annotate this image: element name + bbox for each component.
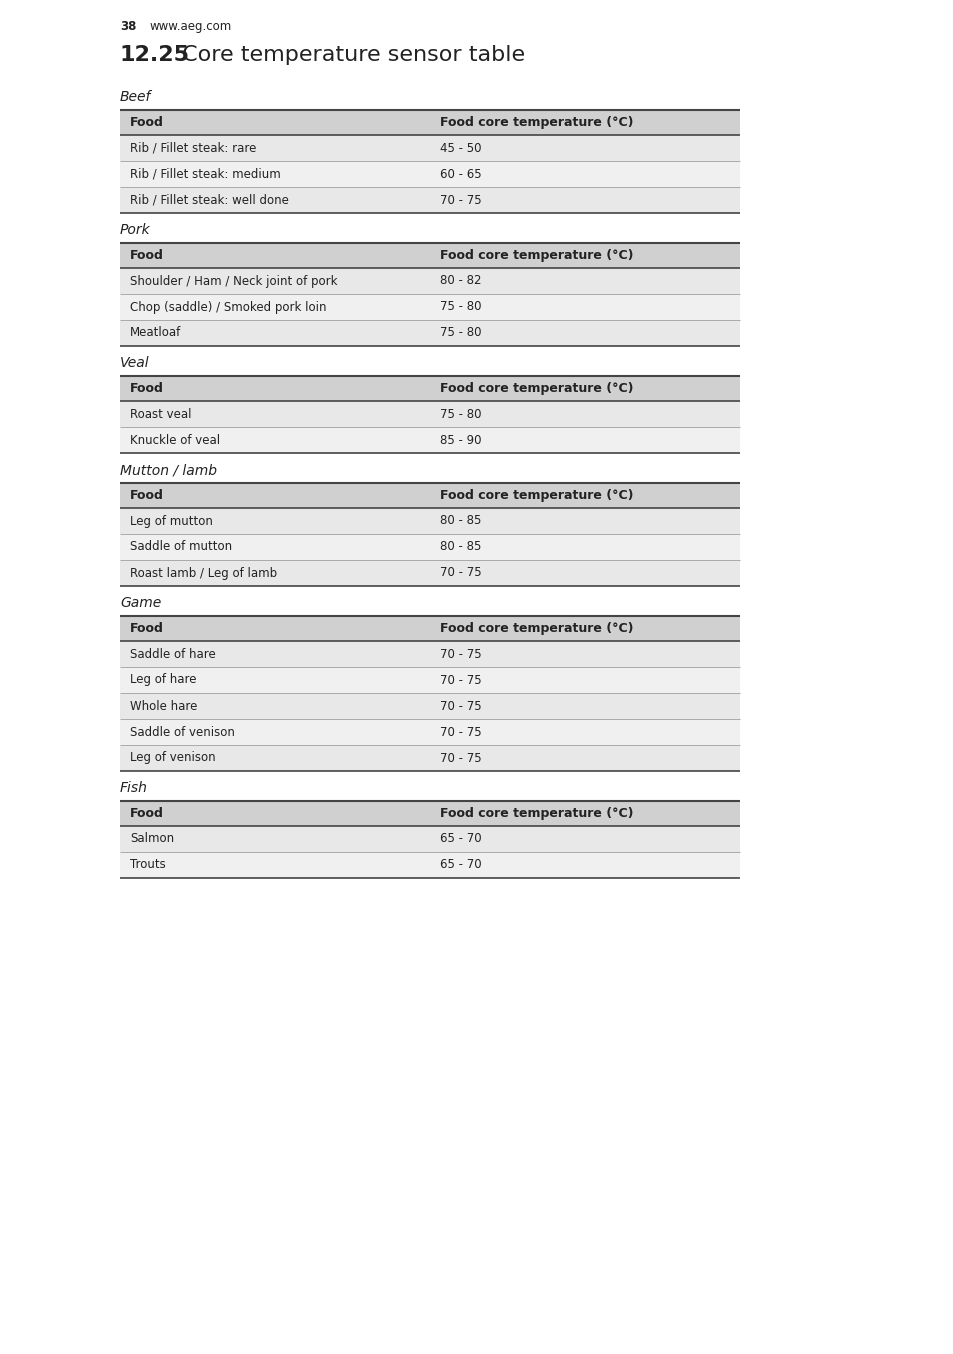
Text: 45 - 50: 45 - 50: [439, 142, 481, 154]
Text: Fish: Fish: [120, 781, 148, 795]
Text: 65 - 70: 65 - 70: [439, 833, 481, 845]
Bar: [120, 508, 740, 533]
Text: Food core temperature (°C): Food core temperature (°C): [439, 621, 633, 635]
Bar: [120, 294, 740, 320]
Text: Food: Food: [130, 807, 164, 821]
Bar: [120, 268, 740, 294]
Text: Beef: Beef: [120, 89, 152, 104]
Text: 60 - 65: 60 - 65: [439, 168, 481, 180]
Text: Leg of hare: Leg of hare: [130, 673, 196, 686]
Bar: [120, 135, 740, 161]
Bar: [120, 852, 740, 877]
Text: Food: Food: [130, 249, 164, 263]
Bar: [120, 745, 740, 770]
Text: Food core temperature (°C): Food core temperature (°C): [439, 249, 633, 263]
Bar: [120, 483, 740, 508]
Text: 80 - 85: 80 - 85: [439, 515, 481, 528]
Text: Leg of venison: Leg of venison: [130, 751, 215, 765]
Text: 70 - 75: 70 - 75: [439, 726, 481, 738]
Text: 12.25: 12.25: [120, 45, 190, 65]
Text: www.aeg.com: www.aeg.com: [150, 20, 232, 32]
Text: Trouts: Trouts: [130, 858, 166, 872]
Text: Food core temperature (°C): Food core temperature (°C): [439, 382, 633, 395]
Text: 70 - 75: 70 - 75: [439, 566, 481, 580]
Bar: [120, 719, 740, 745]
Text: Rib / Fillet steak: well done: Rib / Fillet steak: well done: [130, 194, 289, 207]
Bar: [120, 320, 740, 347]
Bar: [120, 826, 740, 852]
Text: Food: Food: [130, 489, 164, 502]
Text: 75 - 80: 75 - 80: [439, 301, 481, 314]
Text: 70 - 75: 70 - 75: [439, 194, 481, 207]
Text: Food: Food: [130, 621, 164, 635]
Text: Food core temperature (°C): Food core temperature (°C): [439, 489, 633, 502]
Text: 70 - 75: 70 - 75: [439, 751, 481, 765]
Text: Saddle of hare: Saddle of hare: [130, 647, 215, 661]
Text: Saddle of mutton: Saddle of mutton: [130, 540, 232, 554]
Bar: [120, 376, 740, 401]
Text: Chop (saddle) / Smoked pork loin: Chop (saddle) / Smoked pork loin: [130, 301, 326, 314]
Text: 38: 38: [120, 20, 136, 32]
Bar: [120, 561, 740, 586]
Bar: [120, 802, 740, 826]
Bar: [120, 533, 740, 561]
Text: 80 - 82: 80 - 82: [439, 275, 481, 287]
Text: Pork: Pork: [120, 223, 151, 237]
Text: Mutton / lamb: Mutton / lamb: [120, 463, 216, 477]
Text: Knuckle of veal: Knuckle of veal: [130, 433, 220, 447]
Text: 80 - 85: 80 - 85: [439, 540, 481, 554]
Text: Core temperature sensor table: Core temperature sensor table: [174, 45, 524, 65]
Text: Roast lamb / Leg of lamb: Roast lamb / Leg of lamb: [130, 566, 276, 580]
Text: 85 - 90: 85 - 90: [439, 433, 481, 447]
Bar: [120, 401, 740, 427]
Text: 75 - 80: 75 - 80: [439, 326, 481, 340]
Text: Food: Food: [130, 116, 164, 129]
Bar: [120, 616, 740, 640]
Text: Rib / Fillet steak: medium: Rib / Fillet steak: medium: [130, 168, 280, 180]
Text: Roast veal: Roast veal: [130, 408, 192, 421]
Text: Veal: Veal: [120, 356, 150, 370]
Text: Food core temperature (°C): Food core temperature (°C): [439, 116, 633, 129]
Text: Game: Game: [120, 596, 161, 611]
Text: Whole hare: Whole hare: [130, 700, 197, 712]
Text: 70 - 75: 70 - 75: [439, 647, 481, 661]
Bar: [120, 242, 740, 268]
Text: 70 - 75: 70 - 75: [439, 673, 481, 686]
Bar: [120, 427, 740, 454]
Bar: [120, 668, 740, 693]
Text: Shoulder / Ham / Neck joint of pork: Shoulder / Ham / Neck joint of pork: [130, 275, 337, 287]
Bar: [120, 187, 740, 213]
Text: 65 - 70: 65 - 70: [439, 858, 481, 872]
Text: 75 - 80: 75 - 80: [439, 408, 481, 421]
Text: Rib / Fillet steak: rare: Rib / Fillet steak: rare: [130, 142, 256, 154]
Bar: [120, 110, 740, 135]
Text: Leg of mutton: Leg of mutton: [130, 515, 213, 528]
Bar: [120, 693, 740, 719]
Text: 70 - 75: 70 - 75: [439, 700, 481, 712]
Bar: [120, 161, 740, 187]
Text: Food core temperature (°C): Food core temperature (°C): [439, 807, 633, 821]
Bar: [120, 640, 740, 668]
Text: Meatloaf: Meatloaf: [130, 326, 181, 340]
Text: Food: Food: [130, 382, 164, 395]
Text: Salmon: Salmon: [130, 833, 174, 845]
Text: Saddle of venison: Saddle of venison: [130, 726, 234, 738]
